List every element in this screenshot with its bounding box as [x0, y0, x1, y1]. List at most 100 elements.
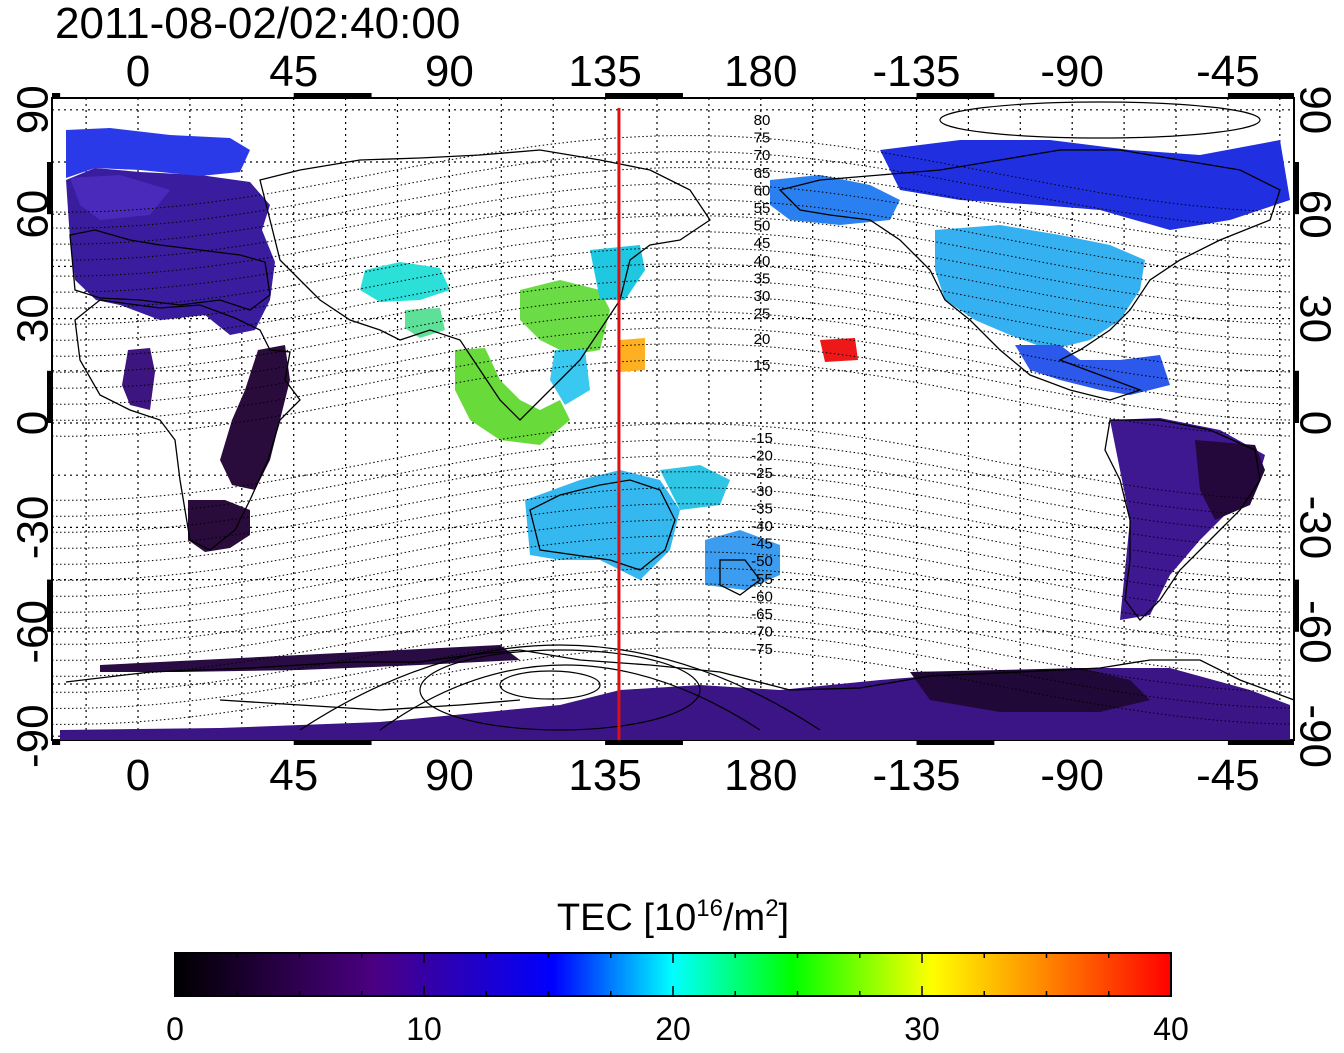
- tec-patch-west-africa: [122, 348, 155, 410]
- tec-patch-pacific-high: [620, 338, 645, 372]
- colorbar-tick-label: 20: [655, 1011, 691, 1047]
- lat-tick-right: 0: [1290, 411, 1339, 435]
- tick-bar-bottom: [293, 740, 372, 745]
- mlat-label-north: 45: [754, 235, 771, 252]
- lon-tick-bottom: -45: [1196, 751, 1260, 800]
- lat-tick-right: 30: [1290, 294, 1339, 343]
- lon-tick-bottom: 45: [269, 751, 318, 800]
- mlat-label-north: 25: [754, 306, 771, 323]
- tec-patch-antarctica-band: [100, 645, 520, 672]
- lon-tick-bottom: 180: [724, 751, 797, 800]
- tec-patch-south-africa: [188, 500, 250, 552]
- lat-tick-left: -90: [9, 704, 58, 768]
- tick-bar-top: [293, 93, 372, 98]
- mlat-label-south: -60: [751, 588, 773, 605]
- tick-bar-bottom: [1227, 740, 1294, 745]
- mlat-label-south: -55: [751, 571, 773, 588]
- colorbar-tick-label: 40: [1153, 1011, 1189, 1047]
- lat-tick-right: -30: [1290, 496, 1339, 560]
- mlat-label-south: -50: [751, 553, 773, 570]
- lon-tick-bottom: 0: [126, 751, 150, 800]
- lat-tick-left: -30: [9, 496, 58, 560]
- mlat-label-south: -25: [751, 465, 773, 482]
- tick-bar-right: [1294, 579, 1299, 632]
- tick-bar-top: [916, 93, 995, 98]
- tec-patch-mexico: [1015, 345, 1170, 395]
- tick-bar-left: [47, 162, 52, 215]
- lat-tick-right: -90: [1290, 704, 1339, 768]
- tec-patch-east-china: [520, 280, 610, 355]
- mlat-label-south: -20: [751, 448, 773, 465]
- tick-bar-top: [1227, 93, 1294, 98]
- mlat-label-north: 50: [754, 218, 771, 235]
- latitude-ticks-left: 90 60 30 0 -30 -60 -90: [9, 85, 58, 768]
- colorbar-tick-label: 30: [904, 1011, 940, 1047]
- mlat-label-south: -75: [751, 641, 773, 658]
- tick-bar-right: [1294, 162, 1299, 215]
- tec-patch-se-asia: [455, 348, 570, 445]
- lat-tick-left: 60: [9, 190, 58, 239]
- mlat-label-south: -65: [751, 606, 773, 623]
- longitude-ticks-bottom: 0 45 90 135 180 -135 -90 -45: [126, 751, 1260, 800]
- magnetic-latitude-labels-south: -15-20-25-30-35-40-45-50-55-60-65-70-75: [751, 430, 773, 658]
- mlat-label-north: 20: [754, 331, 771, 348]
- tec-patch-brazil-dark: [1195, 440, 1265, 520]
- mlat-label-north: 70: [754, 147, 771, 164]
- mlat-label-south: -70: [751, 624, 773, 641]
- lon-tick-top: 0: [126, 47, 150, 96]
- mlat-label-north: 35: [754, 270, 771, 287]
- tec-patch-australia: [525, 470, 680, 580]
- lon-tick-bottom: -135: [872, 751, 960, 800]
- coastlines: [65, 149, 1294, 711]
- lon-tick-top: 90: [425, 47, 474, 96]
- lat-tick-right: 60: [1290, 190, 1339, 239]
- tick-bar-left: [47, 579, 52, 632]
- tec-patch-china: [405, 308, 445, 338]
- tick-bar-top: [52, 93, 61, 98]
- tec-patch-alaska: [770, 175, 900, 225]
- colorbar-title: TEC [1016/m2]: [557, 895, 789, 939]
- lon-tick-bottom: 135: [568, 751, 641, 800]
- longitude-ticks-top: 0 45 90 135 180 -135 -90 -45: [126, 47, 1260, 96]
- tick-bar-right: [1294, 370, 1299, 423]
- mlat-label-south: -40: [751, 518, 773, 535]
- mlat-label-north: 65: [754, 165, 771, 182]
- colorbar-tick-label: 10: [406, 1011, 442, 1047]
- plot-title: 2011-08-02/02:40:00: [55, 0, 460, 48]
- mlat-label-south: -35: [751, 500, 773, 517]
- lon-tick-top: 45: [269, 47, 318, 96]
- mlat-label-south: -30: [751, 483, 773, 500]
- tec-patch-usa: [935, 225, 1145, 350]
- lon-tick-top: 180: [724, 47, 797, 96]
- lon-tick-bottom: 90: [425, 751, 474, 800]
- tec-patch-east-africa: [220, 345, 290, 490]
- lat-tick-left: 0: [9, 411, 58, 435]
- mlat-label-south: -15: [751, 430, 773, 447]
- tick-bar-left: [47, 370, 52, 423]
- tick-bar-bottom: [916, 740, 995, 745]
- mlat-label-north: 15: [754, 357, 771, 374]
- lon-tick-bottom: -90: [1040, 751, 1104, 800]
- colorbar-tick-label: 0: [166, 1011, 184, 1047]
- tec-patch-philippines: [550, 350, 590, 405]
- mlat-label-north: 60: [754, 182, 771, 199]
- mlat-label-north: 30: [754, 288, 771, 305]
- colorbar-tick-labels: 0 10 20 30 40: [166, 1011, 1189, 1047]
- latitude-ticks-right: 90 60 30 0 -30 -60 -90: [1290, 85, 1339, 768]
- lon-tick-top: 135: [568, 47, 641, 96]
- mlat-label-north: 80: [754, 112, 771, 129]
- tick-bar-bottom: [52, 740, 61, 745]
- tec-patch-arctic-eu: [66, 128, 250, 178]
- lon-tick-top: -135: [872, 47, 960, 96]
- tec-patch-pacific-red: [820, 338, 858, 362]
- magnetic-pole-contours: [299, 101, 1261, 731]
- mlat-label-south: -45: [751, 536, 773, 553]
- lat-tick-left: 30: [9, 294, 58, 343]
- tec-patch-antarctica-dark: [910, 668, 1150, 712]
- tec-data-layer: [60, 128, 1290, 740]
- lon-tick-top: -90: [1040, 47, 1104, 96]
- colorbar-ticks: [174, 953, 1172, 996]
- tick-bar-top: [605, 93, 683, 98]
